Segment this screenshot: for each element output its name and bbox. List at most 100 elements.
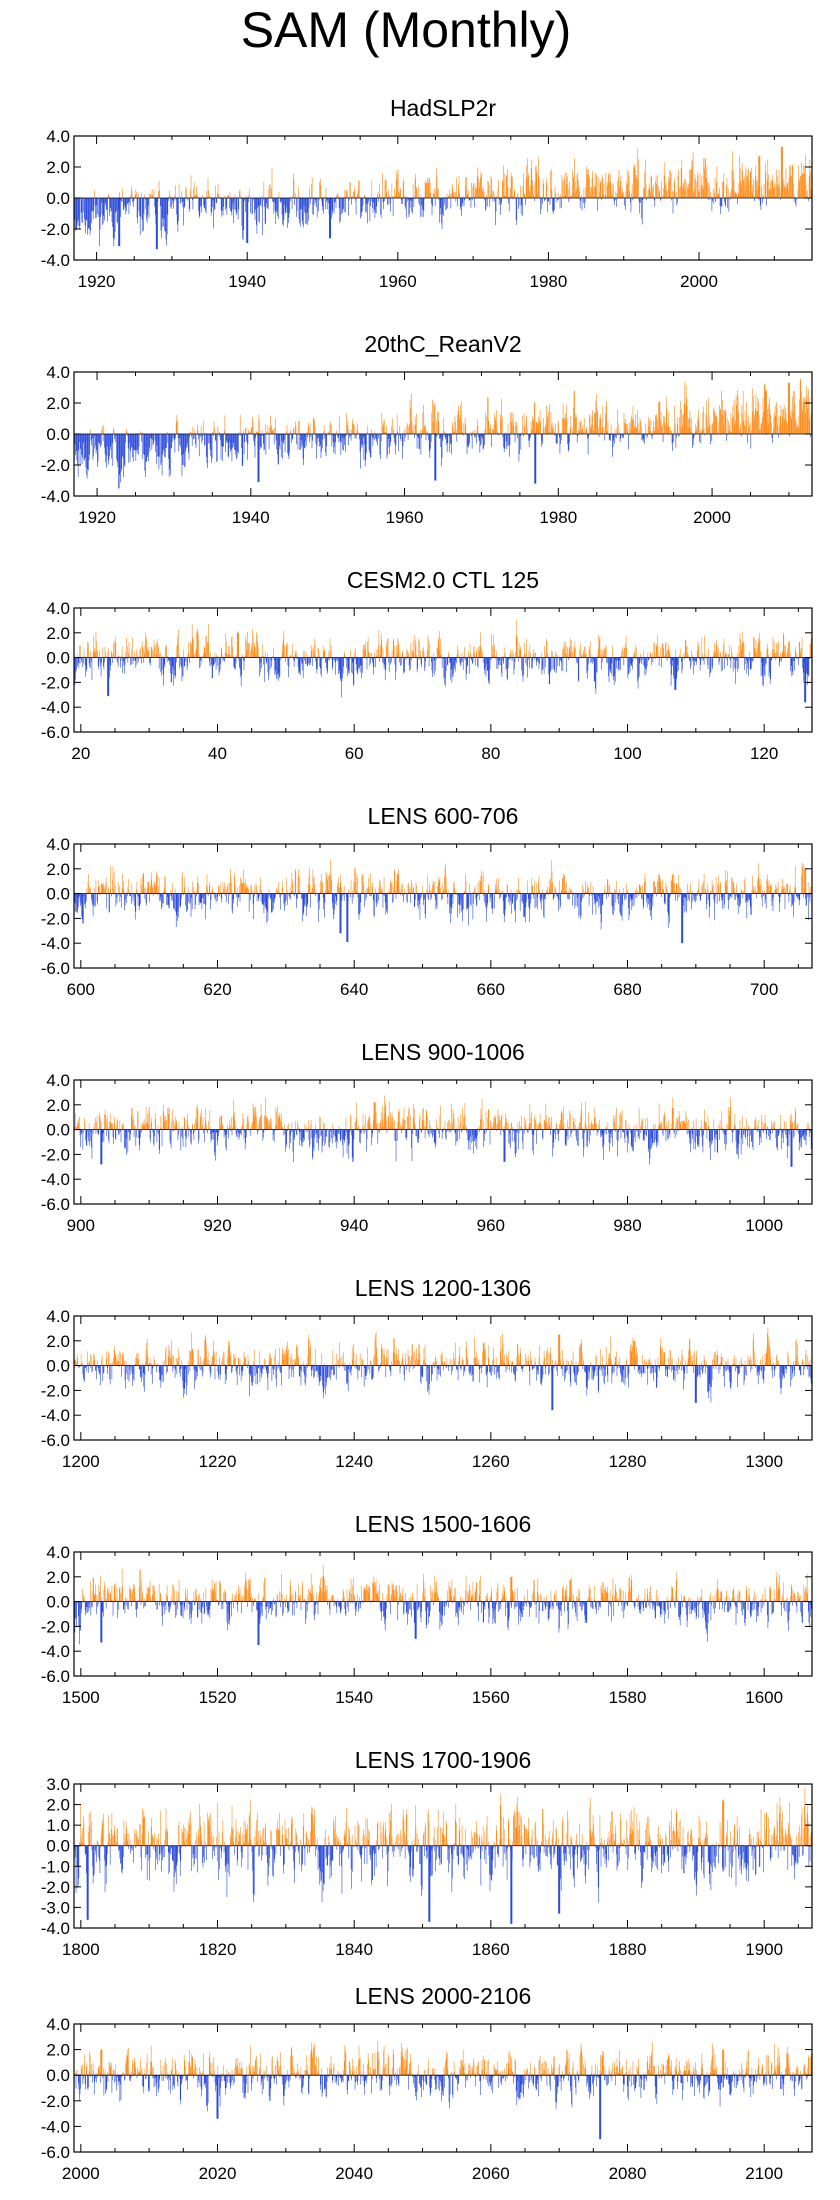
bar (271, 893, 273, 913)
bar (169, 190, 171, 198)
bar (373, 434, 375, 441)
bar (731, 189, 732, 198)
bar (645, 893, 647, 896)
bar (395, 893, 397, 899)
bar (788, 178, 790, 198)
bar (449, 893, 451, 907)
bar (679, 893, 681, 895)
bar (77, 657, 79, 663)
bar (385, 425, 387, 434)
bar (589, 186, 591, 198)
bar (409, 198, 410, 215)
bar (212, 431, 214, 434)
bar (389, 655, 391, 658)
bar (706, 893, 707, 910)
bar (739, 633, 741, 658)
bar (309, 884, 311, 894)
bar (361, 657, 363, 666)
bar (326, 198, 327, 203)
bar (248, 888, 249, 894)
bar (618, 434, 620, 435)
bar (394, 869, 395, 894)
bar (483, 893, 485, 897)
bar (732, 405, 734, 434)
bar (778, 641, 780, 658)
bar (245, 198, 246, 213)
bar (382, 420, 384, 434)
bar (653, 427, 655, 434)
bar (370, 434, 372, 458)
bar (556, 893, 557, 896)
bar (162, 657, 164, 675)
bar (542, 198, 543, 204)
bar (108, 434, 110, 461)
bar (107, 434, 108, 447)
bar (103, 887, 105, 894)
bar (549, 432, 551, 434)
bar (773, 187, 774, 198)
bar (797, 657, 799, 660)
bar (444, 867, 446, 894)
bar (756, 650, 757, 658)
bar (399, 657, 400, 663)
bar (711, 657, 713, 667)
bar (103, 198, 105, 216)
bar (516, 425, 517, 434)
bar (427, 635, 429, 658)
bar (96, 893, 98, 902)
bar (458, 654, 460, 658)
bar (646, 657, 647, 670)
bar (701, 175, 703, 198)
bar (415, 646, 417, 658)
bar (691, 893, 692, 910)
bar (756, 190, 758, 198)
bar (207, 887, 208, 894)
bar (557, 657, 559, 667)
bar (638, 198, 640, 203)
bar (732, 170, 734, 198)
bar (312, 657, 313, 666)
bar (430, 434, 432, 442)
bar (439, 198, 440, 223)
bar (509, 654, 510, 658)
bar (692, 657, 694, 675)
bar (400, 434, 401, 439)
bar (590, 882, 592, 894)
bar (794, 657, 795, 671)
bar (809, 159, 811, 198)
bar (133, 657, 135, 661)
bar (289, 893, 290, 899)
bar (511, 649, 513, 658)
bar (416, 885, 417, 894)
bar (614, 657, 616, 676)
bar (230, 434, 232, 450)
bar (631, 184, 633, 198)
bar (455, 657, 457, 661)
bar (378, 434, 379, 439)
bar (735, 419, 736, 434)
bar (272, 893, 274, 902)
bar (329, 875, 331, 894)
bar (557, 198, 558, 201)
bar (555, 891, 557, 894)
bar (554, 885, 556, 894)
bar (754, 648, 756, 658)
bar (87, 641, 88, 658)
bar (485, 198, 487, 209)
bar (437, 648, 438, 658)
bar-series (74, 859, 813, 944)
bar (294, 893, 295, 895)
bar (256, 634, 258, 658)
bar (377, 194, 378, 198)
bar (678, 893, 680, 898)
bar (358, 657, 360, 667)
bar (661, 888, 663, 894)
bar (591, 415, 593, 434)
bar (461, 198, 463, 207)
bar (125, 434, 126, 443)
bar (153, 189, 155, 198)
bar (473, 183, 474, 198)
bar (411, 879, 412, 894)
bar (196, 631, 198, 658)
bar (142, 198, 144, 232)
